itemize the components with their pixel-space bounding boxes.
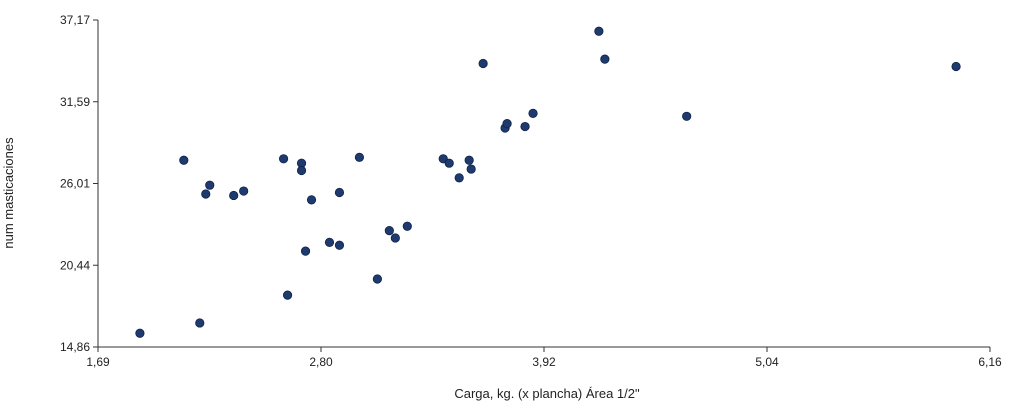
data-point (466, 164, 476, 174)
data-point (372, 274, 382, 284)
data-point (390, 233, 400, 243)
data-point (520, 121, 530, 132)
data-point (402, 221, 412, 231)
x-tick-label: 5,04 (755, 355, 779, 369)
data-points (135, 26, 961, 338)
data-point (528, 108, 538, 118)
data-point (229, 190, 239, 201)
y-axis: 14,86 20,44 26,01 31,59 37,17 (60, 13, 99, 354)
data-point (195, 318, 205, 328)
data-point (239, 186, 249, 196)
x-tick-label: 1,69 (86, 355, 110, 369)
x-axis-title: Carga, kg. (x plancha) Área 1/2" (454, 386, 640, 401)
data-point (600, 54, 610, 64)
data-point (682, 111, 692, 121)
data-point (205, 180, 215, 190)
data-point (201, 189, 211, 199)
data-point (135, 328, 145, 338)
data-point (444, 158, 454, 168)
data-point (334, 187, 345, 198)
data-point (594, 26, 604, 36)
x-tick-label: 6,16 (978, 355, 1002, 369)
data-point (384, 226, 394, 236)
data-point (951, 61, 961, 72)
data-point (454, 173, 464, 183)
y-tick-label: 14,86 (60, 340, 90, 354)
data-point (334, 240, 345, 250)
data-point (306, 195, 317, 205)
data-point (278, 154, 289, 164)
data-point (300, 246, 311, 256)
data-point (478, 58, 488, 69)
y-tick-label: 31,59 (60, 95, 90, 109)
data-point (179, 155, 189, 165)
x-axis: 1,69 2,80 3,92 5,04 6,16 (86, 346, 1002, 369)
data-point (502, 119, 512, 129)
y-tick-label: 37,17 (60, 13, 90, 27)
data-point (464, 155, 474, 165)
data-point (296, 165, 307, 176)
y-tick-label: 26,01 (60, 177, 90, 191)
data-point (282, 290, 293, 300)
y-tick-label: 20,44 (60, 258, 90, 272)
x-tick-label: 3,92 (532, 355, 556, 369)
data-point (354, 152, 365, 162)
x-tick-label: 2,80 (309, 355, 333, 369)
y-axis-title: num masticaciones (1, 137, 16, 249)
data-point (324, 237, 335, 247)
